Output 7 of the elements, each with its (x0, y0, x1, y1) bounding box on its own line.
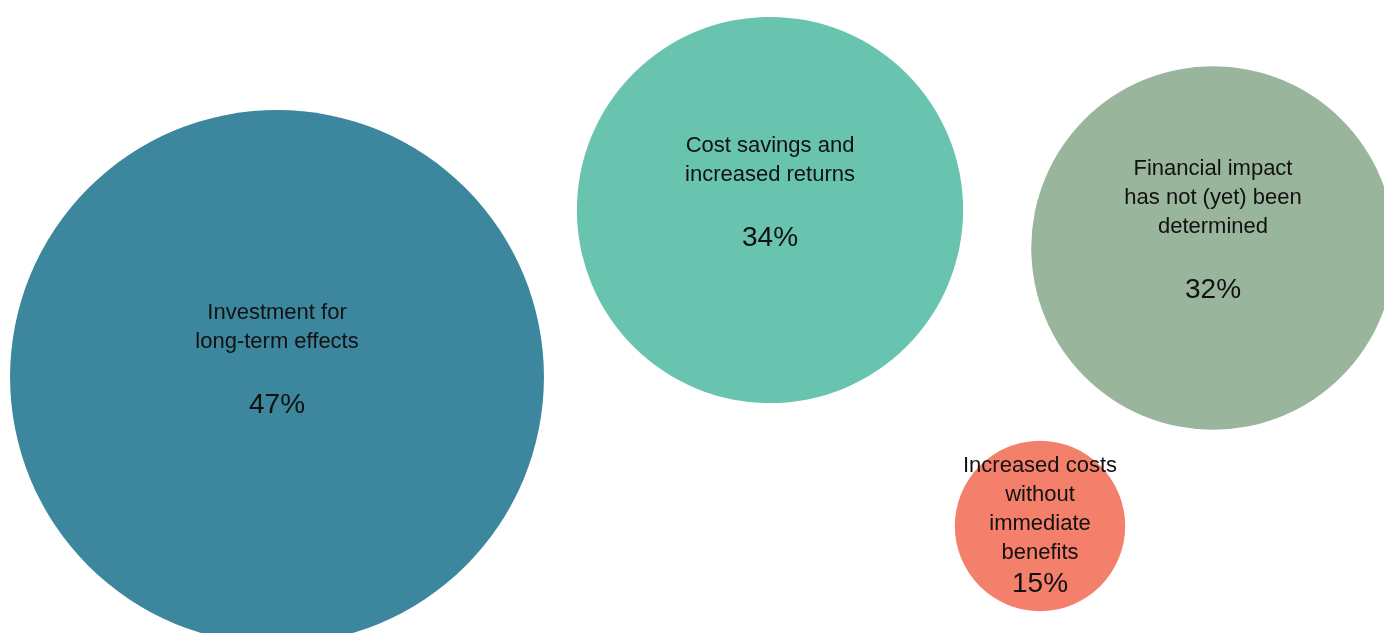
category-label: Cost savings and increased returns (685, 131, 855, 186)
data-label: 34% (741, 220, 799, 252)
category-label: Investment for long-term effects (195, 298, 359, 353)
category-label: Financial impact has not (yet) been determined (1124, 155, 1302, 239)
data-label: 47% (248, 387, 306, 419)
data-label: 15% (1011, 566, 1069, 598)
data-label: 32% (1184, 273, 1242, 305)
